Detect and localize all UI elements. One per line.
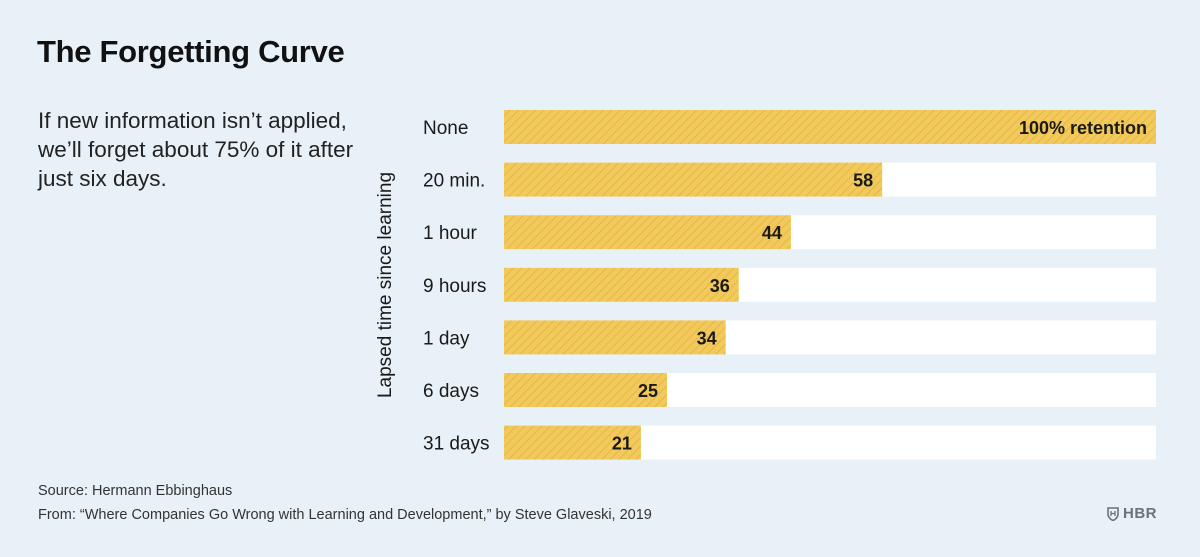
- citation-note: From: “Where Companies Go Wrong with Lea…: [38, 507, 652, 523]
- data-label: 36: [710, 276, 730, 296]
- bar: [504, 162, 883, 197]
- data-label: 44: [762, 223, 782, 243]
- category-label: 1 hour: [423, 223, 478, 244]
- category-label: 31 days: [423, 434, 490, 455]
- data-label: 21: [612, 434, 632, 454]
- y-axis-label: Lapsed time since learning: [375, 172, 396, 398]
- brand-label: HBR: [1123, 505, 1157, 522]
- category-label: None: [423, 118, 468, 139]
- data-label: 58: [853, 171, 873, 191]
- category-label: 9 hours: [423, 276, 486, 297]
- category-label: 6 days: [423, 381, 479, 402]
- bar: [504, 215, 791, 250]
- bars-group: None 100% retention 20 min. 58 1 hour 44 9 hou…: [423, 110, 1156, 460]
- bar: [504, 425, 641, 460]
- hbr-logo: HBR: [1107, 505, 1157, 522]
- source-note: Source: Hermann Ebbinghaus: [38, 483, 233, 499]
- category-label: 20 min.: [423, 171, 485, 192]
- bar: [504, 373, 667, 407]
- data-label: 100% retention: [1019, 118, 1147, 138]
- bar: [504, 320, 726, 355]
- shield-icon: [1107, 506, 1119, 521]
- data-label: 34: [697, 328, 717, 348]
- chart-subtitle: If new information isn’t applied, we’ll …: [38, 108, 354, 191]
- bar: [504, 110, 1156, 144]
- chart-title: The Forgetting Curve: [37, 34, 345, 69]
- data-label: 25: [638, 381, 658, 401]
- bar: [504, 267, 739, 302]
- category-label: 1 day: [423, 328, 470, 349]
